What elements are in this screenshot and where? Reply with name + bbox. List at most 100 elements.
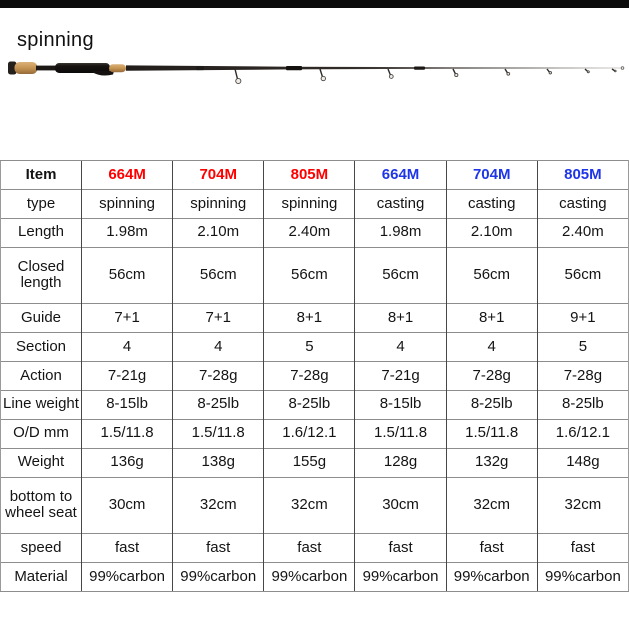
spec-row: Guide 7+1 7+1 8+1 8+1 8+1 9+1 [0, 303, 629, 333]
rod-ferrule [414, 66, 425, 70]
spec-value: spinning [172, 188, 264, 219]
spec-value: 5 [263, 332, 355, 362]
row-label: Weight [0, 447, 82, 478]
product-image-section: spinning [0, 8, 629, 160]
rod-rear-blank [36, 65, 57, 71]
spec-value: 8+1 [354, 303, 447, 333]
row-label: Action [0, 360, 82, 391]
column-header: 805M [536, 160, 629, 190]
spec-value: 56cm [80, 246, 173, 304]
spec-value: 99%carbon [172, 561, 264, 593]
row-label: speed [0, 532, 82, 563]
spec-value: 2.40m [536, 217, 629, 248]
spec-value: 32cm [263, 476, 355, 534]
spec-value: 56cm [354, 246, 447, 304]
spec-value: 9+1 [536, 303, 629, 333]
spec-row: Line weight 8-15lb 8-25lb 8-25lb 8-15lb 8-25l… [0, 389, 629, 420]
spec-value: fast [445, 532, 538, 563]
rod-ferrule [196, 66, 204, 71]
spec-value: 32cm [536, 476, 629, 534]
spec-value: 99%carbon [445, 561, 538, 593]
row-label: Length [0, 217, 82, 248]
row-label: Material [0, 561, 82, 593]
spec-value: 7-21g [80, 360, 173, 391]
spec-value: casting [445, 188, 538, 219]
spec-value: spinning [263, 188, 355, 219]
header-row: Item 664M 704M 805M 664M 704M 805M [0, 160, 629, 190]
column-header: 704M [445, 160, 538, 190]
spec-value: 7-28g [263, 360, 355, 391]
spec-value: 136g [80, 447, 173, 478]
spec-value: 32cm [172, 476, 264, 534]
column-header: 664M [354, 160, 447, 190]
spec-value: 30cm [354, 476, 447, 534]
rod-cork-butt-grip [14, 62, 38, 74]
spec-value: casting [354, 188, 447, 219]
spec-row: Action 7-21g 7-28g 7-28g 7-21g 7-28g 7-28g [0, 360, 629, 391]
spec-value: 1.6/12.1 [536, 418, 629, 449]
spec-row: speed fast fast fast fast fast fast [0, 532, 629, 563]
rod-line-guides [234, 68, 617, 85]
spec-value: 1.98m [354, 217, 447, 248]
row-label: O/D mm [0, 418, 82, 449]
spec-value: 56cm [536, 246, 629, 304]
spec-value: fast [80, 532, 173, 563]
spec-value: 8-25lb [445, 389, 538, 420]
spec-value: 1.5/11.8 [80, 418, 173, 449]
corner-label: Item [0, 160, 82, 190]
spec-value: 99%carbon [80, 561, 173, 593]
spec-value: 7-28g [172, 360, 264, 391]
spec-value: 99%carbon [263, 561, 355, 593]
spec-value: 8-25lb [263, 389, 355, 420]
spec-value: 56cm [263, 246, 355, 304]
spec-value: 32cm [445, 476, 538, 534]
spec-value: 99%carbon [354, 561, 447, 593]
spec-row: Weight 136g 138g 155g 128g 132g 148g [0, 447, 629, 478]
rod-butt-cap [8, 61, 17, 75]
column-header: 704M [172, 160, 264, 190]
spec-row: Section 4 4 5 4 4 5 [0, 332, 629, 362]
spec-value: 2.10m [172, 217, 264, 248]
row-label: Line weight [0, 389, 82, 420]
row-label: type [0, 188, 82, 219]
spec-value: 8-25lb [172, 389, 264, 420]
row-label: Guide [0, 303, 82, 333]
spec-row: O/D mm 1.5/11.8 1.5/11.8 1.6/12.1 1.5/11.8 1.… [0, 418, 629, 449]
spec-value: 8+1 [263, 303, 355, 333]
spec-table-body: Item 664M 704M 805M 664M 704M 805M type spinning… [0, 160, 629, 593]
spec-value: 8-25lb [536, 389, 629, 420]
spec-value: 128g [354, 447, 447, 478]
spec-value: 2.10m [445, 217, 538, 248]
row-label: Closed length [0, 246, 82, 304]
spec-value: fast [354, 532, 447, 563]
spec-value: fast [536, 532, 629, 563]
rod-reel-seat-hood [92, 71, 114, 76]
spec-value: fast [172, 532, 264, 563]
spec-table: Item 664M 704M 805M 664M 704M 805M type spinning… [0, 160, 629, 593]
spec-value: 7-28g [445, 360, 538, 391]
spec-value: 56cm [172, 246, 264, 304]
spec-value: 8-15lb [354, 389, 447, 420]
spec-value: casting [536, 188, 629, 219]
column-header: 664M [80, 160, 173, 190]
rod-tip-guide [620, 66, 625, 70]
spec-value: 132g [445, 447, 538, 478]
spec-value: 5 [536, 332, 629, 362]
spec-value: 8+1 [445, 303, 538, 333]
spec-value: 4 [172, 332, 264, 362]
spec-value: 7-28g [536, 360, 629, 391]
spec-value: 99%carbon [536, 561, 629, 593]
rod-cork-foregrip [109, 64, 126, 73]
row-label: bottom to wheel seat [0, 476, 82, 534]
spec-value: 4 [354, 332, 447, 362]
spec-value: fast [263, 532, 355, 563]
row-label: Section [0, 332, 82, 362]
spec-row: Length 1.98m 2.10m 2.40m 1.98m 2.10m 2.40m [0, 217, 629, 248]
spec-row: bottom to wheel seat 30cm 32cm 32cm 30cm 32cm… [0, 476, 629, 534]
product-title: spinning [17, 29, 94, 51]
spec-row: Closed length 56cm 56cm 56cm 56cm 56cm 56cm [0, 246, 629, 304]
spec-value: 56cm [445, 246, 538, 304]
rod-blank [126, 65, 622, 71]
spec-value: 1.6/12.1 [263, 418, 355, 449]
